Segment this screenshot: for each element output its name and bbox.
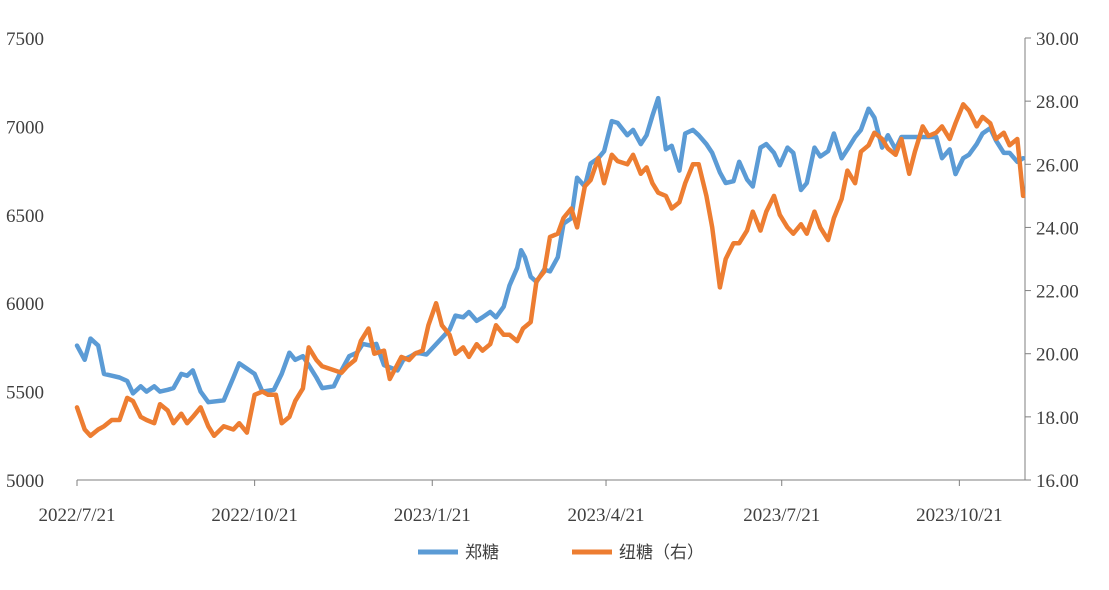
- legend-label-niutang: 纽糖（右）: [619, 543, 704, 563]
- x-tick-label: 2023/10/21: [916, 505, 1003, 526]
- x-tick-label: 2022/7/21: [38, 505, 115, 526]
- y-left-tick-label: 7000: [6, 117, 44, 138]
- x-tick-label: 2023/4/21: [567, 505, 644, 526]
- y-left-tick-label: 7500: [6, 29, 44, 50]
- y-right-tick-label: 20.00: [1036, 345, 1079, 366]
- y-left-tick-label: 5000: [6, 471, 44, 492]
- y-left-tick-label: 5500: [6, 383, 44, 404]
- x-tick-label: 2023/7/21: [743, 505, 820, 526]
- x-tick-label: 2022/10/21: [211, 505, 298, 526]
- y-right-tick-label: 16.00: [1036, 471, 1079, 492]
- y-left-tick-label: 6500: [6, 206, 44, 227]
- series-line-niutang: [74, 102, 1026, 439]
- y-right-tick-label: 24.00: [1036, 218, 1079, 239]
- y-right-tick-label: 28.00: [1036, 92, 1079, 113]
- y-right-tick-label: 22.00: [1036, 282, 1079, 303]
- series-lines: [74, 95, 1026, 439]
- legend-label-zhengtang: 郑糖: [465, 543, 499, 563]
- x-tick-label: 2023/1/21: [394, 505, 471, 526]
- y-right-tick-label: 26.00: [1036, 155, 1079, 176]
- y-left-tick-label: 6000: [6, 294, 44, 315]
- axes: 5000 5500 6000 6500 7000 7500 16.00 18.00 20.00 2…: [6, 29, 1079, 526]
- legend: 郑糖 纽糖（右）: [418, 543, 704, 563]
- y-right-tick-label: 30.00: [1036, 29, 1079, 50]
- y-right-tick-label: 18.00: [1036, 408, 1079, 429]
